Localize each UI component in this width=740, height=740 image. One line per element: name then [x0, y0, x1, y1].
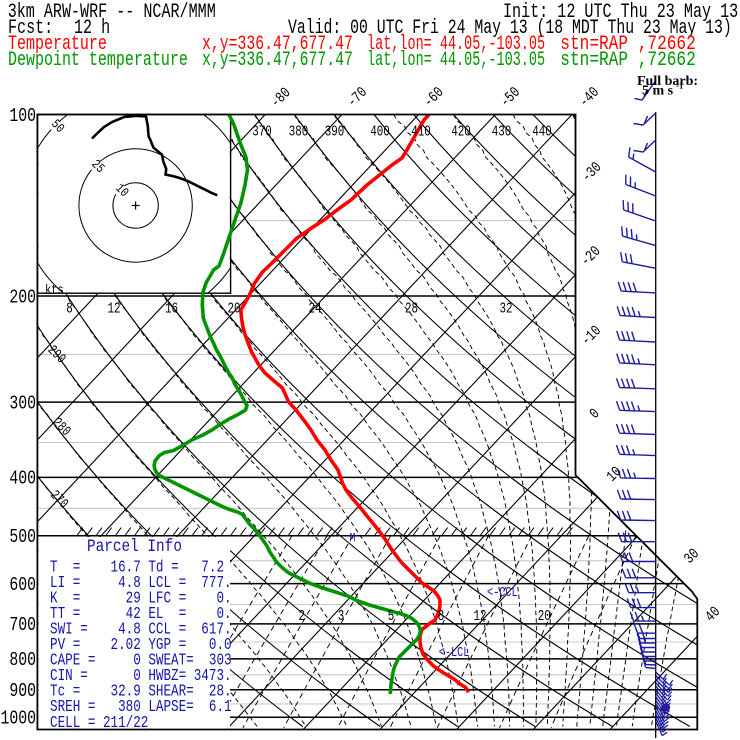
svg-text:CAPE = 0 SWEAT= 303: CAPE = 0 SWEAT= 303 [50, 652, 232, 670]
svg-text:420: 420 [451, 123, 471, 140]
svg-text:24: 24 [308, 300, 321, 317]
svg-text:K = 29 LFC = 0.: K = 29 LFC = 0. [50, 590, 232, 608]
svg-text:20: 20 [227, 300, 240, 317]
svg-text:2: 2 [298, 608, 305, 625]
svg-text:Fcst:: Fcst: [8, 17, 53, 40]
svg-text:390: 390 [325, 123, 345, 140]
svg-text:16: 16 [165, 300, 178, 317]
svg-text:lat,lon= 44.05,-103.05: lat,lon= 44.05,-103.05 [367, 34, 545, 56]
svg-text:CELL = 211/22: CELL = 211/22 [50, 714, 148, 732]
svg-text:stn=RAP ,72662: stn=RAP ,72662 [560, 34, 695, 56]
svg-text:1000: 1000 [0, 709, 36, 730]
svg-text:x,y=336.47,677.47: x,y=336.47,677.47 [202, 33, 353, 56]
svg-text:440: 440 [532, 123, 552, 140]
svg-text:Full barb:: Full barb: [637, 74, 698, 89]
svg-text:28: 28 [405, 300, 418, 317]
svg-text:5 m s: 5 m s [642, 84, 674, 99]
svg-text:8: 8 [438, 608, 445, 625]
svg-text:3: 3 [338, 608, 345, 625]
svg-text:430: 430 [492, 123, 512, 140]
svg-text:T = 16.7 Td = 7.2: T = 16.7 Td = 7.2 [50, 559, 224, 577]
svg-text:410: 410 [411, 123, 431, 140]
svg-text:SREH = 380 LAPSE= 6.1: SREH = 380 LAPSE= 6.1 [50, 699, 232, 717]
svg-text:12: 12 [473, 608, 486, 625]
svg-text:Dewpoint temperature: Dewpoint temperature [8, 49, 188, 72]
svg-text:kts: kts [45, 282, 64, 297]
svg-text:lat,lon= 44.05,-103.05: lat,lon= 44.05,-103.05 [367, 50, 545, 72]
svg-text:32: 32 [499, 300, 512, 317]
svg-text:600: 600 [9, 575, 36, 596]
svg-text:8: 8 [66, 300, 73, 317]
svg-text:500: 500 [9, 528, 36, 549]
svg-text:LI = 4.8 LCL = 777.: LI = 4.8 LCL = 777. [50, 574, 232, 592]
svg-text:Parcel Info: Parcel Info [87, 536, 182, 557]
svg-text:M: M [350, 533, 356, 546]
svg-text:800: 800 [9, 651, 36, 672]
svg-text:370: 370 [252, 123, 272, 140]
svg-text:3km ARW-WRF -- NCAR/MMM: 3km ARW-WRF -- NCAR/MMM [8, 1, 216, 24]
svg-text:900: 900 [9, 682, 36, 703]
svg-text:12: 12 [107, 300, 120, 317]
svg-text:<-LCL: <-LCL [439, 645, 470, 661]
svg-text:TT = 42 EL = 0.: TT = 42 EL = 0. [50, 606, 232, 624]
svg-text:PV = 2.02 YGP = 0.0: PV = 2.02 YGP = 0.0 [50, 637, 232, 655]
svg-text:<-CCL: <-CCL [487, 585, 518, 601]
svg-text:x,y=336.47,677.47: x,y=336.47,677.47 [202, 49, 353, 72]
svg-text:SWI = 4.8 CCL = 617.: SWI = 4.8 CCL = 617. [50, 621, 232, 639]
svg-text:12 h: 12 h [74, 17, 110, 40]
svg-text:200: 200 [9, 288, 36, 309]
svg-text:380: 380 [289, 123, 309, 140]
svg-text:-1: -1 [676, 81, 684, 91]
svg-text:Temperature: Temperature [8, 33, 107, 56]
svg-text:20: 20 [538, 608, 551, 625]
svg-text:stn=RAP ,72662: stn=RAP ,72662 [560, 50, 695, 72]
svg-text:Init: 12 UTC Thu 23 May 13: Init: 12 UTC Thu 23 May 13 [503, 1, 738, 24]
svg-text:5: 5 [388, 608, 395, 625]
svg-text:300: 300 [9, 394, 36, 415]
svg-text:Tc = 32.9 SHEAR= 28.: Tc = 32.9 SHEAR= 28. [50, 683, 232, 701]
svg-text:700: 700 [9, 616, 36, 637]
svg-text:Valid: 00 UTC Fri 24 May 13 (1: Valid: 00 UTC Fri 24 May 13 (18 MDT Thu … [288, 17, 732, 40]
svg-text:400: 400 [370, 123, 390, 140]
svg-text:400: 400 [9, 469, 36, 490]
svg-text:CIN = 0 HWBZ= 3473.: CIN = 0 HWBZ= 3473. [50, 668, 232, 686]
svg-text:100: 100 [9, 106, 36, 127]
